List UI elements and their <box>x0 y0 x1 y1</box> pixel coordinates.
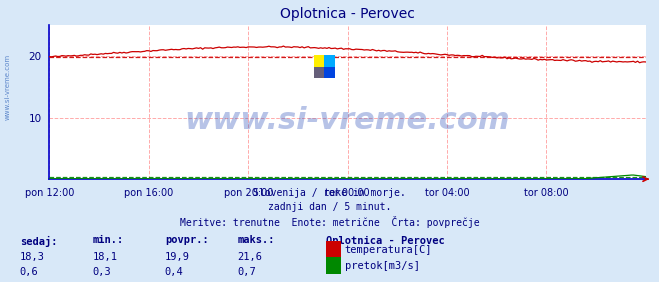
Text: www.si-vreme.com: www.si-vreme.com <box>5 54 11 120</box>
Bar <box>314 67 335 78</box>
Text: maks.:: maks.: <box>237 235 275 245</box>
Text: zadnji dan / 5 minut.: zadnji dan / 5 minut. <box>268 202 391 212</box>
Text: povpr.:: povpr.: <box>165 235 208 245</box>
Bar <box>314 55 324 78</box>
Title: Oplotnica - Perovec: Oplotnica - Perovec <box>280 7 415 21</box>
Text: 18,1: 18,1 <box>92 252 117 261</box>
Text: min.:: min.: <box>92 235 123 245</box>
Text: Oplotnica - Perovec: Oplotnica - Perovec <box>326 235 445 246</box>
Text: sedaj:: sedaj: <box>20 235 57 246</box>
Text: www.si-vreme.com: www.si-vreme.com <box>185 106 511 135</box>
Text: 19,9: 19,9 <box>165 252 190 261</box>
Text: 0,7: 0,7 <box>237 267 256 277</box>
Text: 0,6: 0,6 <box>20 267 38 277</box>
Text: Meritve: trenutne  Enote: metrične  Črta: povprečje: Meritve: trenutne Enote: metrične Črta: … <box>180 216 479 228</box>
Text: 0,3: 0,3 <box>92 267 111 277</box>
Bar <box>324 55 335 78</box>
Text: 21,6: 21,6 <box>237 252 262 261</box>
Text: temperatura[C]: temperatura[C] <box>345 244 432 255</box>
Text: 0,4: 0,4 <box>165 267 183 277</box>
Text: pretok[m3/s]: pretok[m3/s] <box>345 261 420 271</box>
Text: 18,3: 18,3 <box>20 252 45 261</box>
Text: Slovenija / reke in morje.: Slovenija / reke in morje. <box>253 188 406 197</box>
